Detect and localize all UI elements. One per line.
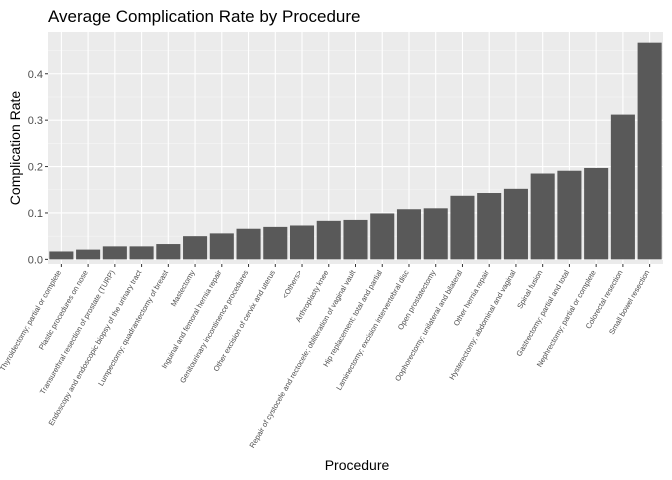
bar [236,228,261,260]
x-tick-label: Plastic procedures on nose [37,269,90,352]
bar [450,195,475,260]
bar [289,225,315,260]
bar [584,167,609,260]
bar [316,220,341,260]
bar [76,249,101,260]
y-tick-label: 0.1 [28,208,43,220]
x-tick-label: <Others> [280,268,304,300]
y-axis: 0.0 0.1 0.2 0.3 0.4 [28,69,48,266]
bar [503,188,528,260]
bar [370,213,395,260]
bar [129,246,154,260]
bar [610,114,635,260]
bar [156,244,181,260]
chart-title: Average Complication Rate by Procedure [48,7,360,26]
bar [183,236,208,260]
x-axis-title: Procedure [325,457,390,473]
bar [423,208,448,260]
x-axis: Thyroidectomy; partial or completePlasti… [0,264,651,450]
bar [396,209,422,260]
bar [49,251,74,260]
bar [343,219,368,260]
y-tick-label: 0.2 [28,162,43,174]
x-tick-label: Spinal fusion [515,269,544,311]
y-tick-label: 0.3 [28,115,43,127]
gridlines [48,32,663,264]
bar [557,170,582,260]
bar [263,226,288,260]
bar [637,42,662,260]
x-tick-label: Mastectomy [169,268,197,308]
y-tick-label: 0.4 [28,69,43,81]
bar [530,173,555,260]
bars [49,42,662,260]
y-axis-title: Complication Rate [7,91,23,206]
x-tick-label: Gastrectomy; partial and total [514,268,571,358]
y-tick-label: 0.0 [28,254,43,266]
bar [477,193,502,260]
bar [209,233,234,260]
bar [102,246,127,260]
